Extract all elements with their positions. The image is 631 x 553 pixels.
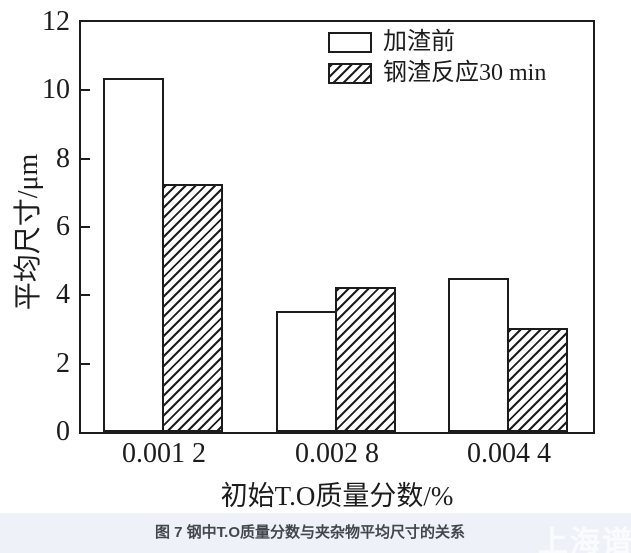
legend-label-before-slag: 加渣前 (383, 29, 455, 55)
bar-series0-cat1 (276, 311, 337, 432)
watermark-text: 上海谱 (538, 526, 631, 553)
y-tick-mark-4 (81, 294, 90, 297)
y-tick-mark-8 (81, 157, 90, 160)
y-tick-label-4: 4 (56, 279, 70, 311)
y-tick-mark-2 (81, 362, 90, 365)
caption-strip: 图 7 钢中T.O质量分数与夹杂物平均尺寸的关系 上海谱 (0, 513, 631, 553)
y-tick-label-6: 6 (56, 211, 70, 242)
legend-swatch-solid (328, 31, 372, 53)
y-tick-label-8: 8 (56, 142, 70, 174)
x-axis-title: 初始T.O质量分数/% (220, 481, 454, 511)
x-tick-label-1: 0.002 8 (295, 438, 379, 469)
y-tick-label-2: 2 (56, 347, 70, 379)
bar-series1-cat1 (335, 287, 396, 432)
bar-series1-cat0 (162, 184, 223, 432)
y-tick-label-12: 12 (42, 6, 70, 37)
legend-item-slag-reaction: 钢渣反应30 min (328, 60, 546, 86)
x-tick-label-0: 0.001 2 (122, 438, 206, 469)
y-tick-mark-6 (81, 226, 90, 228)
bar-series0-cat0 (103, 78, 164, 432)
x-tick-label-2: 0.004 4 (467, 438, 551, 469)
legend: 加渣前 钢渣反应30 min (328, 29, 546, 86)
plot-area: 加渣前 钢渣反应30 min (79, 20, 595, 434)
bar-series1-cat2 (507, 328, 568, 432)
y-tick-mark-10 (81, 89, 90, 92)
bar-series0-cat2 (448, 278, 509, 432)
y-tick-label-10: 10 (42, 74, 70, 106)
figure-caption: 图 7 钢中T.O质量分数与夹杂物平均尺寸的关系 (155, 524, 466, 541)
legend-item-before-slag: 加渣前 (328, 29, 546, 55)
legend-label-slag-reaction: 钢渣反应30 min (383, 60, 547, 86)
y-tick-label-0: 0 (56, 416, 70, 447)
legend-swatch-hatched (328, 62, 372, 84)
